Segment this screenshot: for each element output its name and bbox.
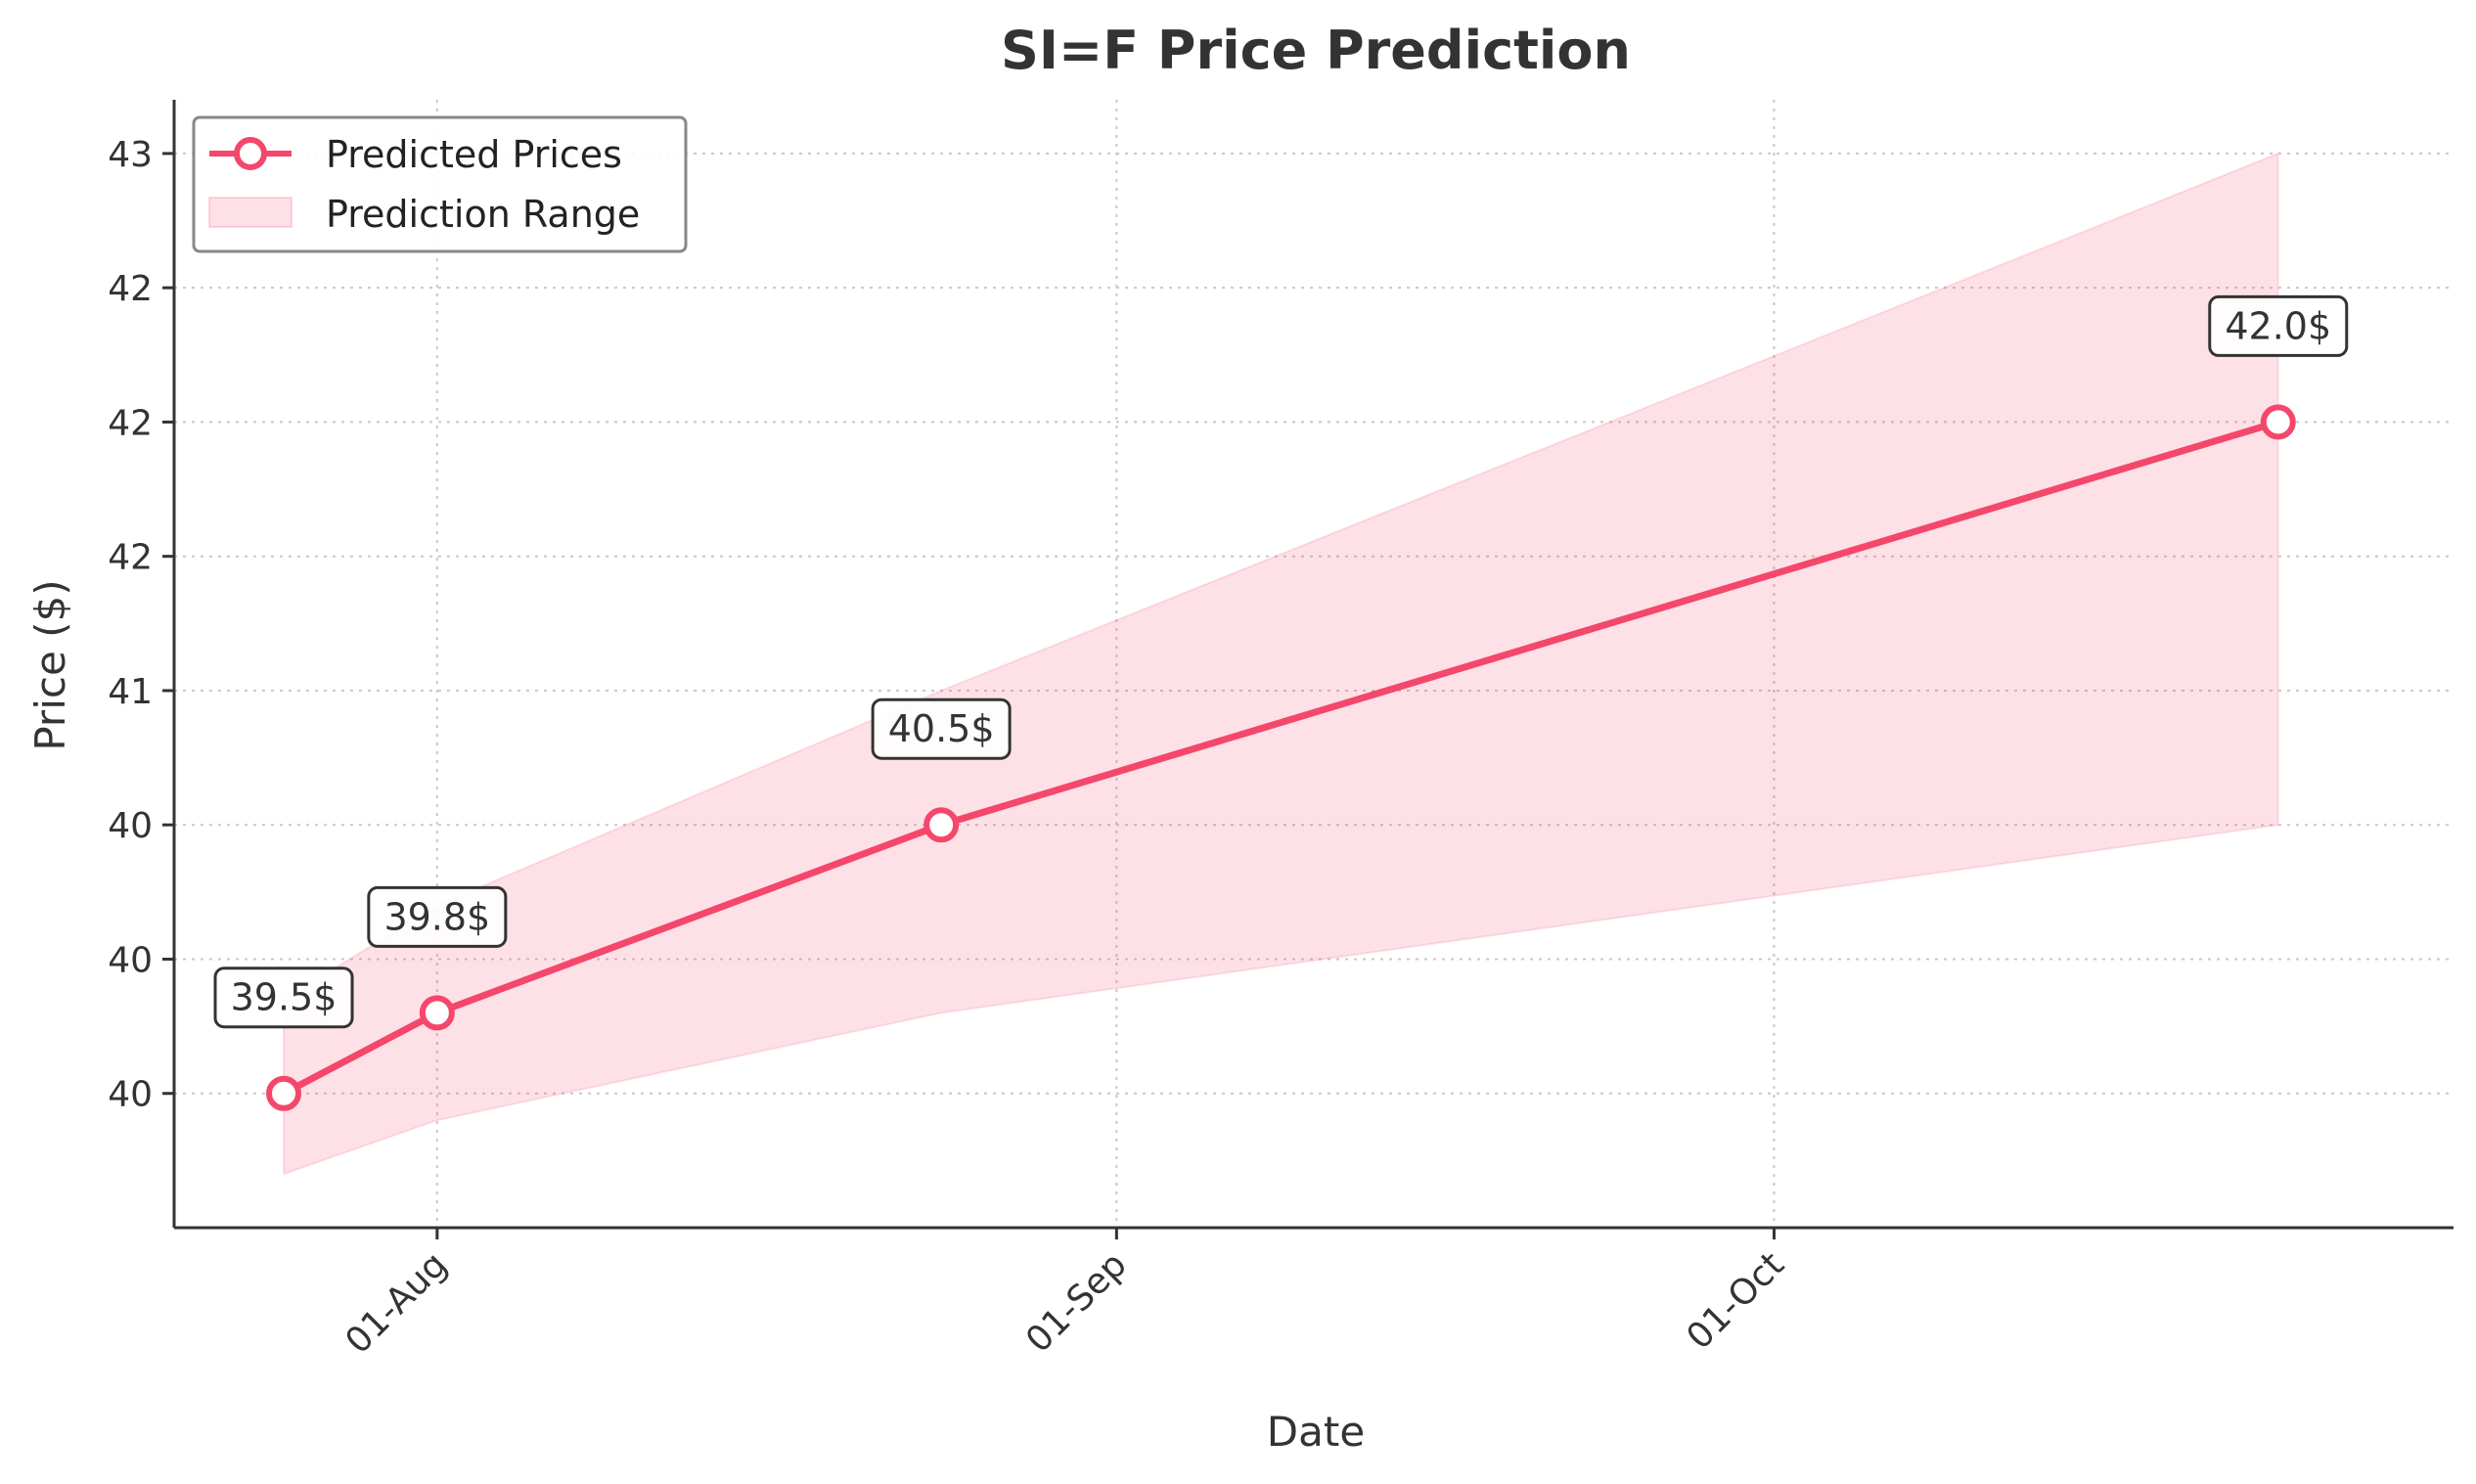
legend-marker-swatch [234, 137, 267, 170]
legend-frame [192, 115, 688, 253]
y-tick-label: 40 [108, 1075, 153, 1115]
predicted-price-point [266, 1075, 302, 1111]
y-tick-label: 42 [108, 538, 153, 578]
legend-label-predicted-prices: Predicted Prices [326, 133, 622, 176]
x-tick-label: 01-Sep [1018, 1244, 1135, 1361]
y-tick-label: 42 [108, 269, 153, 309]
data-labels: 39.5$ 39.8$ 40.5$ 42.0$ [213, 294, 2349, 1029]
legend-range-swatch [208, 197, 293, 228]
y-tick-label: 42 [108, 403, 153, 443]
predicted-prices-line [282, 419, 2279, 1097]
predicted-price-point [419, 995, 455, 1031]
y-axis-label: Price ($) [26, 579, 74, 750]
data-label: 40.5$ [888, 707, 995, 750]
predicted-price-point [2260, 404, 2296, 440]
legend-label-prediction-range: Prediction Range [326, 193, 640, 236]
chart-title: SI=F Price Prediction [1001, 20, 1631, 81]
data-label-box [213, 967, 354, 1029]
data-label-box [2208, 294, 2349, 357]
legend: Predicted Prices Prediction Range [192, 115, 688, 253]
data-label: 39.5$ [231, 976, 338, 1019]
predicted-price-point [923, 807, 960, 843]
prediction-range-area [283, 152, 2279, 1176]
y-tick-label: 40 [108, 806, 153, 846]
predicted-prices-series [266, 404, 2296, 1111]
data-label-box [367, 885, 508, 948]
x-axis-label: Date [1267, 1408, 1365, 1456]
y-tick-label: 41 [108, 672, 153, 712]
x-tick-label: 01-Oct [1680, 1244, 1792, 1357]
y-tick-label: 40 [108, 940, 153, 980]
data-label: 39.8$ [383, 895, 490, 938]
prediction-range-band [283, 152, 2279, 1176]
data-label: 42.0$ [2225, 304, 2331, 347]
x-tick-label: 01-Aug [338, 1244, 455, 1362]
data-label-box [871, 697, 1012, 760]
y-tick-label: 43 [108, 135, 153, 175]
